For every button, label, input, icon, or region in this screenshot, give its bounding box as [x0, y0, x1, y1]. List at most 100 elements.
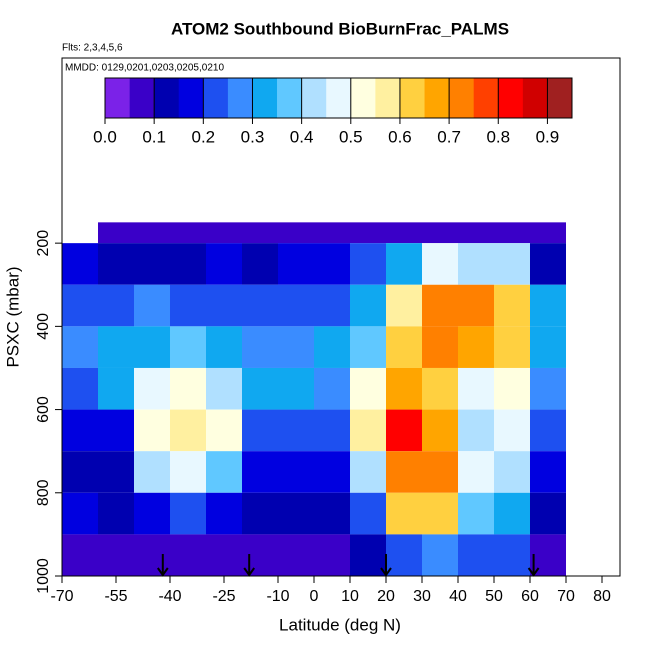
heat-cell: [278, 243, 314, 285]
chart-title: ATOM2 Southbound BioBurnFrac_PALMS: [171, 19, 509, 38]
heat-cell: [134, 409, 170, 452]
colorbar-swatch: [105, 78, 130, 118]
y-tick-label: 400: [35, 313, 52, 340]
heat-cell: [386, 284, 422, 327]
heat-cell: [98, 222, 134, 244]
heat-cell: [386, 492, 422, 535]
heat-cell: [242, 534, 278, 576]
heat-cell: [278, 367, 314, 410]
heat-cell: [422, 409, 458, 452]
subtitle: Flts: 2,3,4,5,6: [62, 43, 123, 54]
heat-cell: [530, 222, 566, 244]
heat-cell: [458, 492, 494, 535]
heat-cell: [98, 243, 134, 285]
heat-cell: [206, 222, 242, 244]
heat-cell: [170, 284, 206, 327]
heat-cell: [62, 243, 98, 285]
colorbar-swatch: [326, 78, 352, 118]
colorbar-swatch: [522, 78, 548, 118]
colorbar-tick-label: 0.8: [486, 127, 510, 146]
plot-frame: [61, 57, 621, 577]
heat-cell: [134, 326, 170, 368]
arrow-marker: [243, 554, 256, 577]
heat-cell: [62, 451, 98, 493]
colorbar-swatch: [129, 78, 155, 118]
heat-cell: [530, 243, 566, 285]
colorbar-tick-label: 0.3: [241, 127, 265, 146]
colorbar-swatch: [424, 78, 450, 118]
colorbar-tick-label: 0.4: [290, 127, 314, 146]
heat-cell: [62, 326, 98, 368]
heat-cell: [134, 451, 170, 493]
heat-cell: [386, 409, 422, 452]
heat-cell: [170, 326, 206, 368]
heat-cell: [350, 326, 386, 368]
heat-cell: [206, 284, 242, 327]
colorbar-tick-label: 0.2: [191, 127, 215, 146]
heat-cell: [242, 367, 278, 410]
heat-cell: [314, 222, 350, 244]
heat-cell: [278, 326, 314, 368]
annotation: MMDD: 0129,0201,0203,0205,0210: [65, 63, 224, 74]
heat-cell: [98, 409, 134, 452]
heat-cell: [242, 409, 278, 452]
x-tick-label: 80: [593, 588, 611, 605]
heat-cell: [206, 243, 242, 285]
colorbar-swatch: [301, 78, 327, 118]
heat-cell: [134, 243, 170, 285]
heat-cell: [278, 222, 314, 244]
heat-cell: [386, 451, 422, 493]
heat-cell: [314, 409, 350, 452]
heat-cell: [170, 451, 206, 493]
heat-cell: [314, 367, 350, 410]
heat-cell: [458, 367, 494, 410]
colorbar-swatch: [154, 78, 180, 118]
colorbar-tick-label: 0.5: [339, 127, 363, 146]
heat-cell: [242, 284, 278, 327]
heat-cell: [278, 534, 314, 576]
heat-cell: [494, 367, 530, 410]
heat-cell: [350, 534, 386, 576]
x-tick-label: -10: [266, 588, 289, 605]
heat-cell: [314, 451, 350, 493]
heat-cell: [494, 222, 530, 244]
colorbar-tick-label: 0.0: [93, 127, 117, 146]
colorbar-tick-label: 0.6: [388, 127, 412, 146]
x-tick-label: -40: [158, 588, 181, 605]
heat-cell: [206, 451, 242, 493]
heat-cell: [170, 492, 206, 535]
heat-cell: [134, 492, 170, 535]
x-tick-label: 60: [521, 588, 539, 605]
heat-cell: [494, 534, 530, 576]
colorbar-swatch: [498, 78, 524, 118]
x-tick-label: 40: [449, 588, 467, 605]
heat-cell: [242, 243, 278, 285]
heat-cell: [206, 409, 242, 452]
heat-cell: [314, 243, 350, 285]
heat-cell: [170, 534, 206, 576]
colorbar-swatch: [375, 78, 401, 118]
heat-cell: [458, 534, 494, 576]
x-tick-label: 10: [341, 588, 359, 605]
x-tick-label: 30: [413, 588, 431, 605]
heat-cell: [206, 492, 242, 535]
heat-cell: [170, 367, 206, 410]
arrow-part: [380, 567, 392, 577]
heat-cell: [494, 451, 530, 493]
arrow-part: [243, 567, 256, 577]
heat-cell: [206, 367, 242, 410]
heat-cell: [206, 326, 242, 368]
heat-cell: [350, 367, 386, 410]
heat-cell: [494, 492, 530, 535]
heat-cell: [314, 326, 350, 368]
heat-cell: [422, 284, 458, 327]
y-tick-label: 600: [35, 396, 52, 423]
x-tick-label: 0: [310, 588, 319, 605]
heat-cell: [314, 534, 350, 576]
heat-cell: [134, 222, 170, 244]
heat-cell: [386, 534, 422, 576]
arrow-marker: [156, 554, 169, 577]
heat-cell: [530, 284, 566, 327]
heat-cell: [458, 222, 494, 244]
heat-cell: [386, 243, 422, 285]
